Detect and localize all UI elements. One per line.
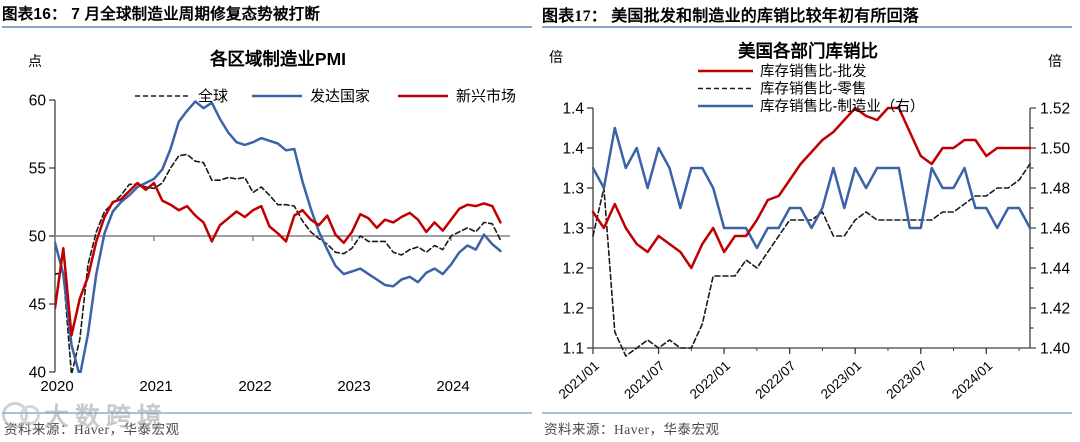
x-axis-label: 2021 [139,378,172,395]
series-line-1 [592,163,1031,357]
y-axis-label: 40 [29,365,47,382]
left-y-axis-label: 1.1 [562,341,584,358]
legend-label: 发达国家 [310,88,370,105]
y-axis-label: 45 [29,297,46,314]
right-y-axis-unit-label: 倍 [1048,53,1062,69]
x-axis-label: 2023/07 [883,358,929,402]
series-line-0 [591,106,1032,270]
series-line-2 [55,181,502,337]
figure17-panel: 图表17： 美国批发和制造业的库销比较年初有所回落 1.4 1.4 1.3 1.3 1.… [540,0,1080,442]
figure17-header: 图表17： 美国批发和制造业的库销比较年初有所回落 [542,8,920,25]
y-axis-label: 50 [29,229,47,246]
right-y-axis-label: 1.40 [1040,341,1071,358]
left-y-axis-label: 1.2 [562,261,584,278]
right-y-axis-label: 1.48 [1040,181,1070,198]
right-y-axis-label: 1.50 [1040,141,1071,158]
x-axis-label: 2024 [436,378,469,395]
y-axis-label: 55 [29,161,46,178]
x-axis-label: 2022/01 [687,358,733,402]
left-y-axis-label: 1.4 [562,101,584,118]
legend-item: 全球 [135,87,228,105]
left-y-axis-unit-label: 倍 [549,49,563,65]
figure17-bottom-rule [542,412,1072,414]
x-axis-label: 2023 [337,378,370,395]
inventory-sales-chart: 1.4 1.4 1.3 1.3 1.2 1.2 1.1 1.52 1.50 1.48 1.46 1.4… [549,41,1071,402]
figure16-panel: 图表16： 7 月全球制造业周期修复态势被打断 60 55 50 45 40 2020 20… [2,6,532,437]
legend-item: 新兴市场 [398,88,516,105]
x-axis-label: 2021/01 [556,358,602,402]
left-y-axis-label: 1.4 [562,141,584,158]
legend-item: 库存销售比-零售 [698,81,866,98]
legend-item: 库存销售比-批发 [698,63,866,80]
legend-item: 发达国家 [252,88,370,105]
legend-label: 全球 [198,87,228,105]
y-axis-label: 60 [29,93,47,110]
chart-title: 美国各部门库销比 [738,41,878,61]
left-y-axis-label: 1.3 [562,181,584,198]
figure16-bottom-rule [2,412,532,414]
x-axis-label: 2024/01 [949,358,995,402]
legend-label: 库存销售比-零售 [760,81,866,98]
right-y-axis-label: 1.52 [1040,101,1070,118]
x-axis-label: 2022/07 [752,358,798,402]
right-y-axis-label: 1.44 [1040,261,1071,278]
series-line-2 [591,126,1032,250]
figure16-source: 资料来源：Haver，华泰宏观 [4,422,180,437]
chart-title: 各区域制造业PMI [209,49,346,69]
x-axis-label: 2023/01 [818,358,864,402]
figure16-header: 图表16： 7 月全球制造业周期修复态势被打断 [2,6,321,23]
x-axis-label: 2020 [40,378,73,395]
left-y-axis-label: 1.3 [562,221,584,238]
right-y-axis-label: 1.46 [1040,221,1070,238]
legend-label: 库存销售比-批发 [760,63,866,80]
y-axis-unit-label: 点 [28,53,42,69]
x-axis-label: 2021/07 [621,358,667,402]
figure17-header-rule [542,26,1072,28]
legend-label: 库存销售比-制造业（右） [760,98,924,115]
figure17-source: 资料来源：Haver，华泰宏观 [544,422,720,437]
series-line-0 [55,153,502,373]
x-axis-label: 2022 [238,378,271,395]
left-y-axis-label: 1.2 [562,301,584,318]
figure16-header-rule [2,26,532,28]
right-y-axis-label: 1.42 [1040,301,1070,318]
legend-label: 新兴市场 [456,88,516,105]
legend-item: 库存销售比-制造业（右） [698,98,924,115]
series-line-1 [55,100,502,373]
